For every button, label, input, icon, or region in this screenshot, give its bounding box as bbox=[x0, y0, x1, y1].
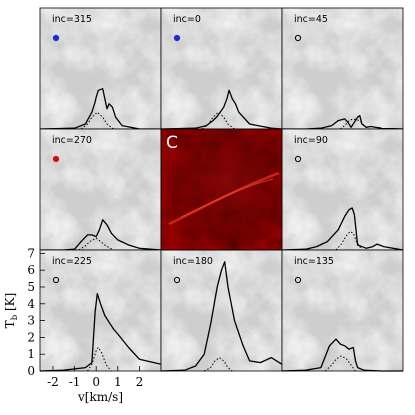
y-tick-label: 6 bbox=[27, 263, 35, 277]
panel-grid: inc=315 inc=0 inc=45 inc=270 inc=90 inc=225 in… bbox=[39, 7, 404, 372]
spectrum-dotted-line bbox=[87, 346, 112, 372]
grayscale-map bbox=[40, 8, 161, 129]
filament-streak-core bbox=[180, 178, 274, 218]
grayscale-map bbox=[40, 129, 161, 250]
spectrum-panel: inc=135 bbox=[281, 249, 404, 372]
spectrum-solid-line bbox=[39, 88, 161, 130]
x-tick-label: -2 bbox=[47, 375, 59, 389]
spectrum-dotted-line bbox=[324, 355, 356, 372]
grayscale-map bbox=[282, 8, 403, 129]
spectrum-solid-line bbox=[160, 89, 283, 130]
grayscale-map bbox=[161, 250, 282, 371]
orientation-marker-dot bbox=[294, 276, 302, 284]
spectrum-panel: inc=90 bbox=[281, 128, 404, 251]
y-tick-label: 0 bbox=[27, 364, 35, 378]
spectrum-solid-line bbox=[39, 293, 162, 372]
panel-label: inc=225 bbox=[52, 256, 92, 267]
center-map-glow bbox=[161, 129, 282, 250]
orientation-marker-dot bbox=[173, 34, 181, 42]
y-tick-label: 2 bbox=[27, 330, 35, 344]
panel-label: inc=315 bbox=[52, 14, 92, 25]
spectrum-panel: inc=225 bbox=[39, 249, 162, 372]
x-tick-label: 2 bbox=[136, 375, 144, 389]
x-tick-label: 0 bbox=[92, 375, 100, 389]
panel-label: inc=180 bbox=[173, 256, 213, 267]
spectrum-dotted-line bbox=[335, 230, 363, 251]
spectrum-panel: inc=180 bbox=[160, 249, 283, 372]
orientation-marker-dot bbox=[52, 276, 60, 284]
orientation-marker-dot bbox=[52, 155, 60, 163]
spectrum-panel: inc=0 bbox=[160, 7, 283, 130]
spectrum-dotted-line bbox=[80, 111, 114, 130]
grayscale-map bbox=[282, 129, 403, 250]
orientation-marker-dot bbox=[52, 34, 60, 42]
spectrum-dotted-line bbox=[78, 237, 114, 251]
grayscale-map bbox=[282, 250, 403, 371]
panel-label: inc=90 bbox=[294, 135, 328, 146]
spectrum-solid-line bbox=[40, 219, 162, 251]
panel-label: inc=0 bbox=[173, 14, 201, 25]
orientation-marker-dot bbox=[294, 34, 302, 42]
spectrum-panel: inc=315 bbox=[39, 7, 162, 130]
spectrum-solid-line bbox=[282, 114, 404, 130]
spectrum-dotted-line bbox=[203, 356, 233, 372]
panel-label: inc=45 bbox=[294, 14, 328, 25]
x-tick-label: 1 bbox=[114, 375, 122, 389]
spectrum-solid-line bbox=[281, 207, 404, 251]
grayscale-map bbox=[161, 8, 282, 129]
y-tick-label: 4 bbox=[27, 297, 35, 311]
y-tick-label: 1 bbox=[27, 347, 35, 361]
x-tick-label: -1 bbox=[69, 375, 81, 389]
spectrum-dotted-line bbox=[201, 111, 235, 130]
spectrum-panel: inc=270 bbox=[39, 128, 162, 251]
x-axis-title: v[km/s] bbox=[77, 390, 123, 404]
panel-label: inc=135 bbox=[294, 256, 334, 267]
spectrum-panel: inc=45 bbox=[281, 7, 404, 130]
y-tick-label: 5 bbox=[27, 280, 35, 294]
spectrum-solid-line bbox=[160, 261, 283, 372]
orientation-marker-dot bbox=[173, 276, 181, 284]
center-panel-letter: C bbox=[166, 133, 178, 153]
y-tick-label: 3 bbox=[27, 314, 35, 328]
y-axis-title: Tb [K] bbox=[3, 293, 20, 329]
spectrum-solid-line bbox=[281, 338, 403, 372]
panel-label: inc=270 bbox=[52, 135, 92, 146]
panel-frame bbox=[281, 249, 404, 372]
center-panel-frame bbox=[160, 128, 283, 251]
center-map-panel: C bbox=[160, 128, 283, 251]
y-tick-label: 7 bbox=[27, 246, 35, 260]
orientation-marker-dot bbox=[294, 155, 302, 163]
grayscale-map bbox=[40, 250, 161, 371]
